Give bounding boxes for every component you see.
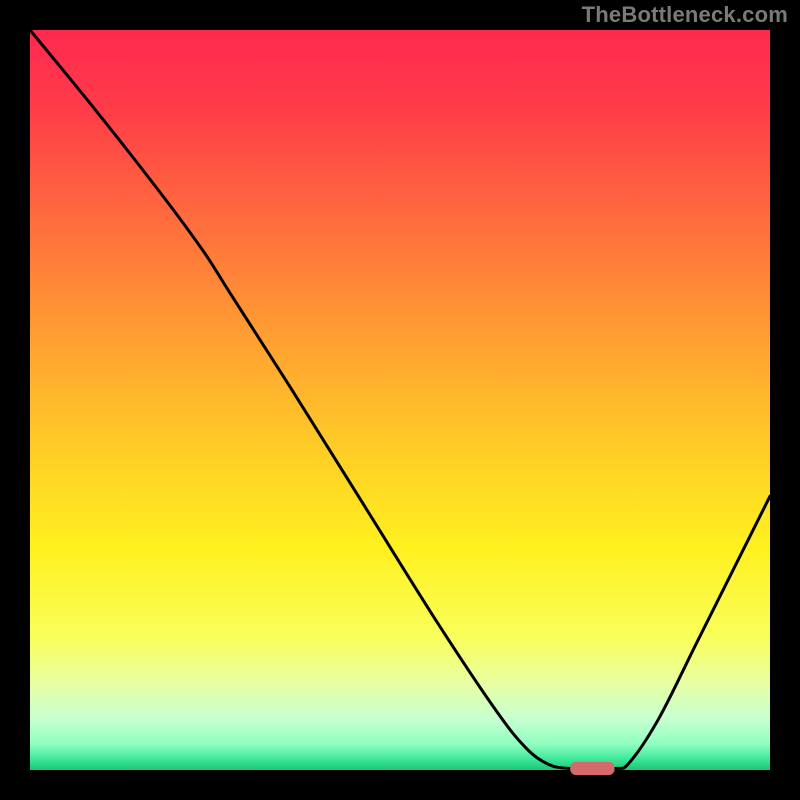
trough-marker <box>570 762 614 775</box>
gradient-background <box>30 30 770 770</box>
chart-container: TheBottleneck.com <box>0 0 800 800</box>
watermark-label: TheBottleneck.com <box>582 2 788 28</box>
bottleneck-chart <box>0 0 800 800</box>
